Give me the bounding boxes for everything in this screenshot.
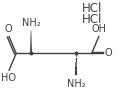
Text: HCl: HCl (82, 13, 102, 26)
Polygon shape (30, 30, 32, 53)
Text: NH₂: NH₂ (67, 79, 86, 89)
Text: HO: HO (1, 73, 16, 83)
Text: HCl: HCl (82, 2, 102, 15)
Text: O: O (105, 48, 112, 58)
Text: OH: OH (92, 24, 107, 34)
Text: NH₂: NH₂ (22, 18, 40, 28)
Text: O: O (5, 24, 12, 34)
